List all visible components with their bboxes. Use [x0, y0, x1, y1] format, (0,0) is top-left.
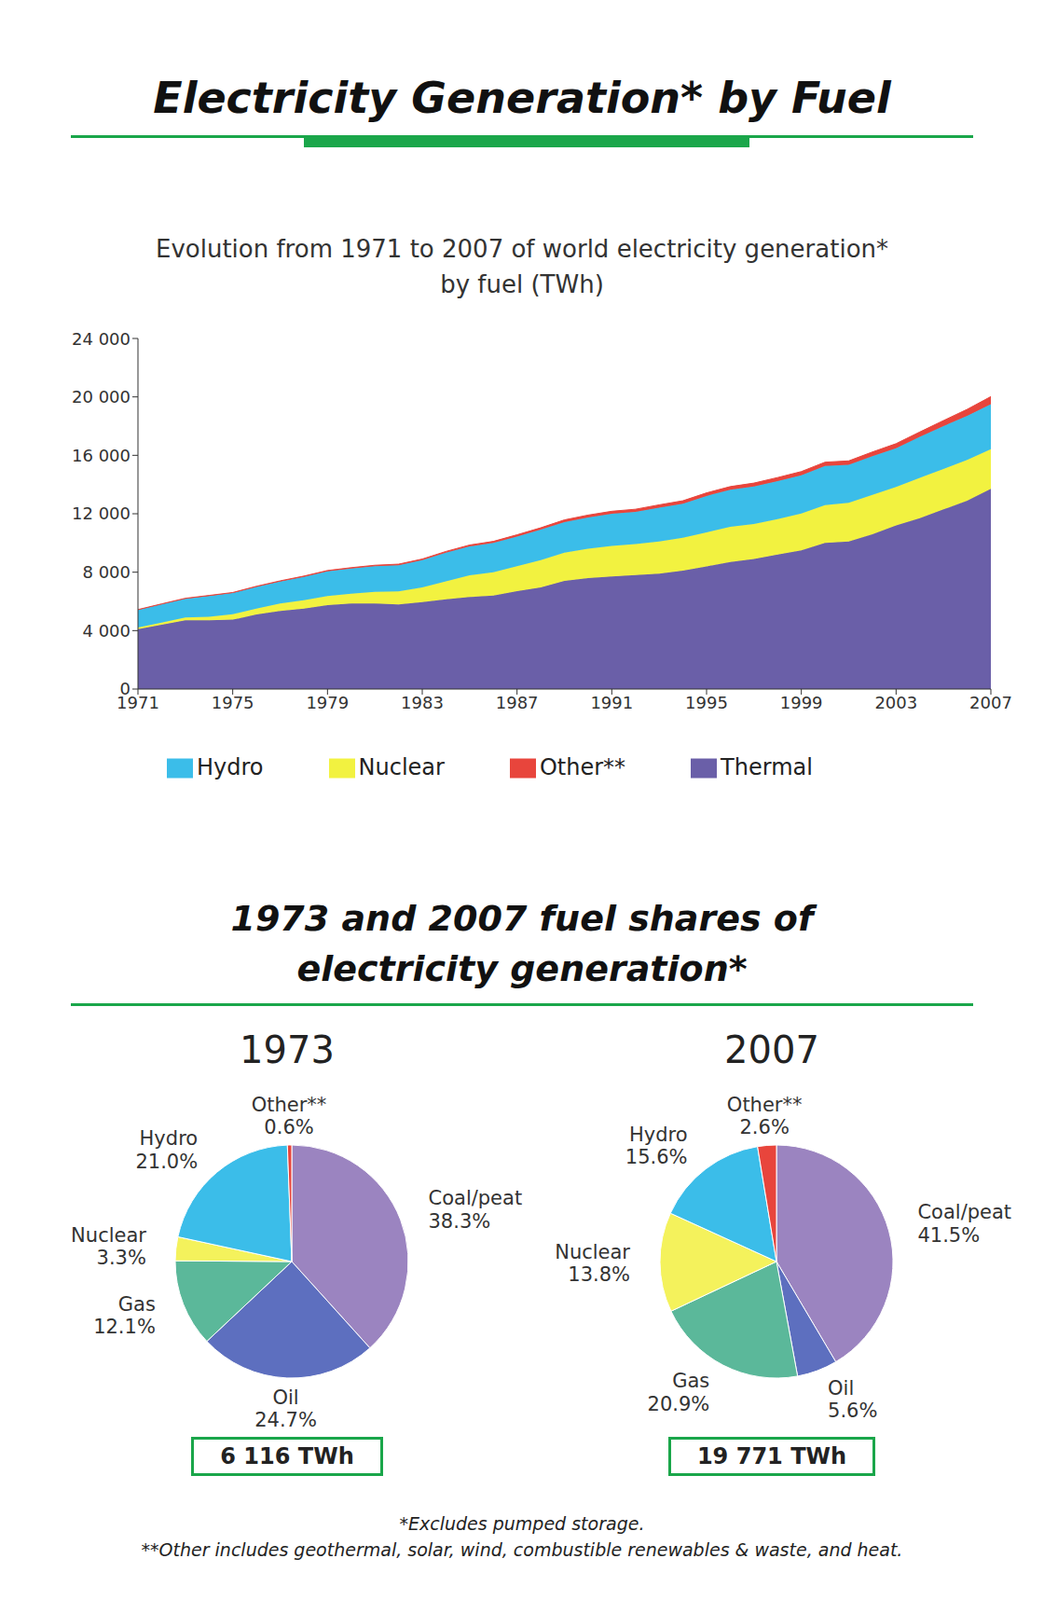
- svg-text:Coal/peat38.3%: Coal/peat38.3%: [428, 1186, 523, 1232]
- html-text:2007: 2007: [724, 1028, 820, 1072]
- svg-text:2003: 2003: [874, 692, 918, 713]
- html-text:Hydro: Hydro: [196, 754, 264, 781]
- svg-text:1995: 1995: [685, 692, 729, 713]
- svg-text:Other**2.6%: Other**2.6%: [727, 1093, 803, 1139]
- svg-text:1987: 1987: [495, 692, 539, 713]
- svg-text:Gas12.1%: Gas12.1%: [93, 1292, 156, 1338]
- html-text:*Excludes pumped storage.: *Excludes pumped storage.: [399, 1512, 645, 1534]
- svg-text:Oil24.7%: Oil24.7%: [254, 1386, 317, 1429]
- svg-text:Oil5.6%: Oil5.6%: [827, 1376, 878, 1422]
- html-text:19 771 TWh: 19 771 TWh: [697, 1442, 847, 1470]
- svg-text:Nuclear13.8%: Nuclear13.8%: [554, 1240, 631, 1286]
- svg-text:1979: 1979: [305, 692, 349, 713]
- svg-text:4 000: 4 000: [82, 620, 131, 641]
- html-text:Other**: Other**: [539, 754, 626, 781]
- svg-text:2007: 2007: [969, 692, 1013, 713]
- svg-text:1999: 1999: [780, 692, 824, 713]
- svg-text:0: 0: [120, 678, 131, 699]
- svg-text:1991: 1991: [590, 692, 633, 713]
- html-text:Evolution from 1971 to 2007 of: Evolution from 1971 to 2007 of world ele…: [155, 234, 889, 299]
- svg-text:Other**0.6%: Other**0.6%: [251, 1093, 328, 1139]
- svg-text:Hydro21.0%: Hydro21.0%: [135, 1126, 198, 1172]
- svg-text:20 000: 20 000: [71, 386, 131, 407]
- svg-text:1983: 1983: [400, 692, 444, 713]
- svg-text:16 000: 16 000: [71, 445, 131, 466]
- svg-text:Hydro15.6%: Hydro15.6%: [625, 1123, 688, 1168]
- svg-text:1971: 1971: [116, 692, 160, 712]
- html-text:1973: 1973: [239, 1028, 335, 1072]
- svg-text:Coal/peat41.5%: Coal/peat41.5%: [917, 1200, 1012, 1246]
- svg-text:12 000: 12 000: [71, 503, 131, 523]
- html-text:Nuclear: Nuclear: [358, 754, 445, 781]
- html-text:Thermal: Thermal: [720, 754, 813, 781]
- html-text:**Other includes geothermal, s: **Other includes geothermal, solar, wind…: [141, 1538, 903, 1560]
- svg-text:1975: 1975: [211, 692, 255, 713]
- html-text:1973 and 2007 fuel shares of e: 1973 and 2007 fuel shares of electricity…: [230, 897, 814, 990]
- svg-text:Nuclear3.3%: Nuclear3.3%: [70, 1223, 147, 1269]
- html-text:6 116 TWh: 6 116 TWh: [220, 1442, 354, 1470]
- svg-text:24 000: 24 000: [71, 329, 131, 349]
- html-text:Electricity Generation* by Fue: Electricity Generation* by Fuel: [153, 72, 891, 124]
- svg-text:Gas20.9%: Gas20.9%: [647, 1369, 711, 1415]
- svg-text:8 000: 8 000: [82, 562, 131, 582]
